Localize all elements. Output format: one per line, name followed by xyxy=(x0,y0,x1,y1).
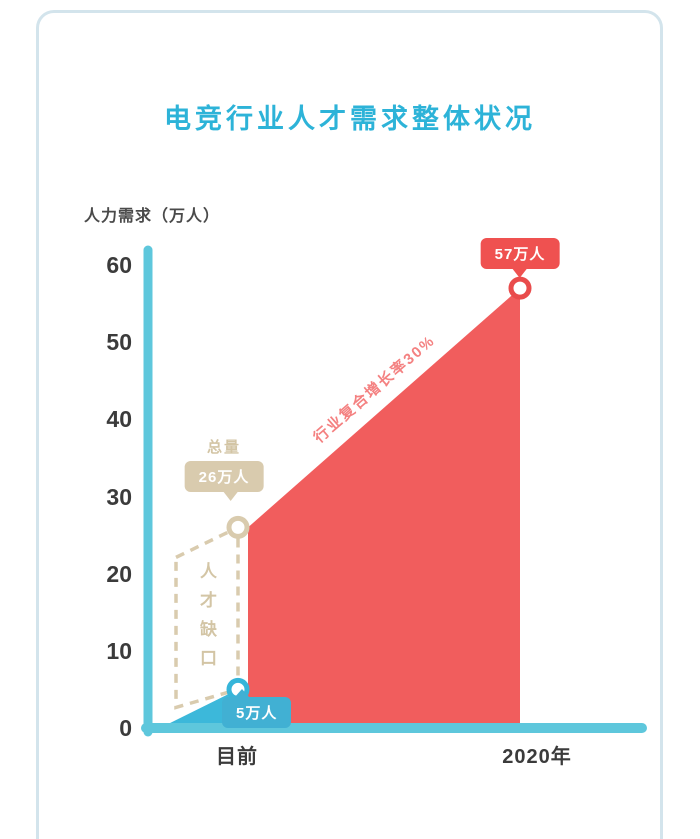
y-axis-title: 人力需求（万人） xyxy=(84,208,221,225)
y-tick-label: 50 xyxy=(106,329,132,356)
y-tick-label: 10 xyxy=(106,637,132,664)
chart-title: 电竞行业人才需求整体状况 xyxy=(164,104,536,134)
talent-gap-label: 人才缺口 xyxy=(197,562,216,678)
y-tick-label: 40 xyxy=(106,406,132,433)
card-frame xyxy=(36,10,663,839)
y-tick-label: 20 xyxy=(106,560,132,587)
total-value-badge: 26万人 xyxy=(184,461,264,501)
x-tick-current: 目前 xyxy=(216,746,258,768)
demand-area xyxy=(248,288,520,728)
y-tick-label: 60 xyxy=(106,252,132,278)
current-total-point xyxy=(226,515,250,539)
future-value-badge: 57万人 xyxy=(480,238,560,278)
x-tick-2020: 2020年 xyxy=(502,746,572,768)
y-tick-label: 30 xyxy=(106,483,132,510)
future-point xyxy=(508,276,532,300)
total-caption: 总量 xyxy=(206,439,241,456)
y-tick-label: 0 xyxy=(119,715,132,741)
supply-value-badge: 5万人 xyxy=(222,689,292,728)
